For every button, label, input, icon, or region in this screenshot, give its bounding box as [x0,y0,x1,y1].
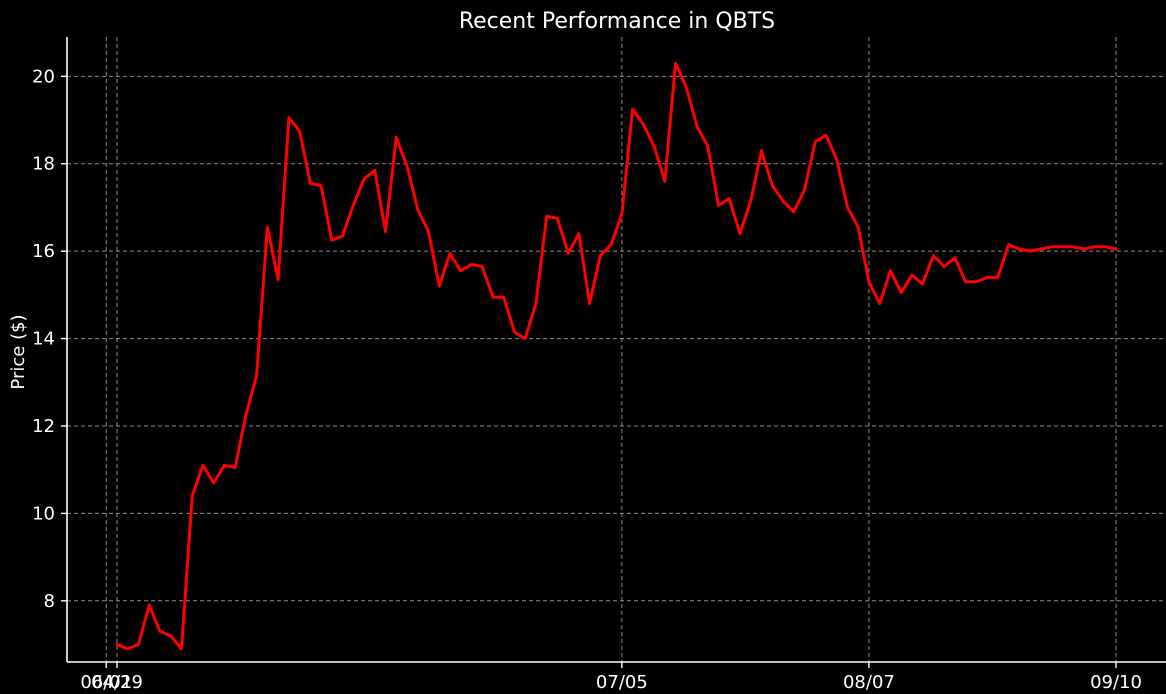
x-tick-label: 06/01 [80,672,132,693]
y-tick-label: 20 [32,66,55,87]
y-axis-label: Price ($) [8,314,29,389]
y-tick-label: 16 [32,241,55,262]
grid-lines [67,37,1166,662]
x-tick-label: 09/10 [1090,672,1142,693]
y-tick-label: 18 [32,154,55,175]
y-tick-label: 10 [32,503,55,524]
series-layer [115,61,1118,651]
axes [66,37,1166,663]
price-line [115,61,1118,651]
y-tick-label: 12 [32,416,55,437]
y-tick-label: 8 [44,591,55,612]
chart-title: Recent Performance in QBTS [459,9,775,34]
x-tick-label: 08/07 [843,672,895,693]
x-tick-label: 07/05 [596,672,648,693]
y-tick-label: 14 [32,329,55,350]
x-tick-label: 04/29 [91,672,143,693]
